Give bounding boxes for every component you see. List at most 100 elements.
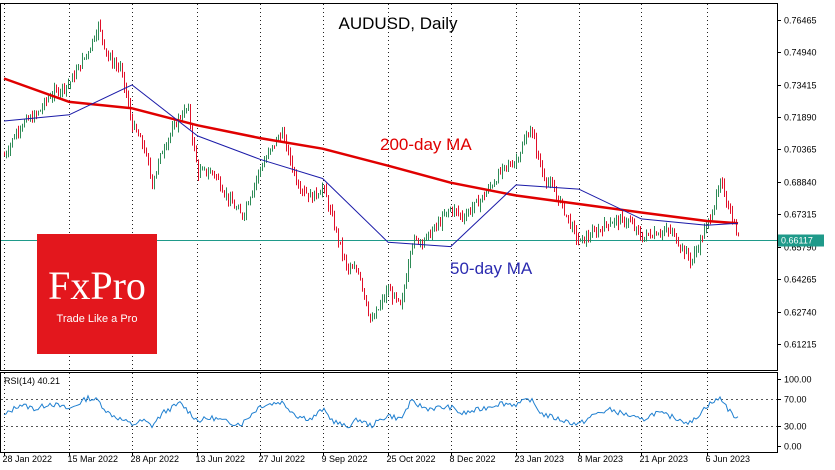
- candle-body: [514, 162, 515, 167]
- candle-body: [280, 137, 281, 139]
- candle-body: [206, 168, 207, 175]
- logo-tagline: Trade Like a Pro: [56, 313, 138, 325]
- candle-body: [330, 208, 331, 210]
- candle-body: [702, 238, 703, 240]
- candle-body: [494, 183, 495, 187]
- candle-body: [242, 213, 243, 218]
- y-tick-label: 0.71890: [784, 113, 817, 123]
- candle-body: [428, 232, 429, 236]
- candle-body: [70, 82, 71, 85]
- rsi-title: RSI(14) 40.21: [4, 376, 60, 386]
- rsi-y-tick-label: 30.00: [784, 422, 807, 432]
- candle-body: [594, 230, 595, 232]
- candle-body: [234, 203, 235, 209]
- candle-body: [400, 300, 401, 305]
- candle-body: [318, 194, 319, 196]
- logo-brand: FxPro: [48, 263, 146, 308]
- x-tick-label: 8 Dec 2022: [450, 454, 496, 464]
- candle-body: [352, 267, 353, 269]
- candle-body: [714, 205, 715, 214]
- candle-body: [420, 240, 421, 244]
- candle-body: [302, 190, 303, 192]
- candle-body: [166, 145, 167, 149]
- x-tick-label: 6 Jun 2023: [706, 454, 751, 464]
- candle-body: [138, 131, 139, 137]
- candle-body: [654, 232, 655, 238]
- candle-body: [86, 54, 87, 58]
- candle-body: [586, 235, 587, 243]
- candle-body: [628, 219, 629, 224]
- candle-body: [300, 187, 301, 191]
- candle-body: [130, 103, 131, 116]
- candle-body: [162, 153, 163, 155]
- y-tick-label: 0.67315: [784, 210, 817, 220]
- candle-body: [148, 154, 149, 164]
- candle-body: [658, 234, 659, 236]
- candle-body: [716, 193, 717, 206]
- candle-body: [528, 136, 529, 138]
- candle-body: [178, 117, 179, 127]
- candle-body: [74, 74, 75, 78]
- candle-body: [646, 233, 647, 237]
- candle-body: [690, 257, 691, 263]
- candle-body: [396, 293, 397, 299]
- candle-body: [336, 228, 337, 231]
- candle-body: [468, 210, 469, 214]
- candle-body: [738, 233, 739, 235]
- candle-body: [554, 186, 555, 192]
- candle-body: [372, 318, 373, 320]
- candle-body: [220, 179, 221, 189]
- candle-body: [84, 57, 85, 59]
- candle-body: [544, 173, 545, 179]
- candle-body: [266, 157, 267, 162]
- candle-body: [14, 138, 15, 140]
- candle-body: [342, 242, 343, 255]
- candle-body: [224, 192, 225, 195]
- candle-body: [344, 254, 345, 259]
- ma50-line: [3, 84, 739, 248]
- candle-body: [724, 182, 725, 196]
- rsi-line: [3, 394, 739, 429]
- candle-body: [350, 267, 351, 270]
- candle-body: [386, 291, 387, 299]
- candle-body: [508, 164, 509, 167]
- candle-body: [512, 165, 513, 167]
- x-tick-label: 13 Jun 2022: [196, 454, 246, 464]
- candle-body: [278, 137, 279, 139]
- candle-body: [546, 178, 547, 184]
- candle-body: [636, 227, 637, 230]
- candle-body: [574, 223, 575, 229]
- candle-body: [592, 230, 593, 238]
- candle-body: [414, 238, 415, 246]
- candle-body: [168, 139, 169, 146]
- candle-body: [304, 190, 305, 193]
- y-tick-label: 0.70365: [784, 145, 817, 155]
- candle-body: [94, 38, 95, 40]
- candle-body: [590, 237, 591, 239]
- candle-body: [470, 210, 471, 213]
- candle-body: [258, 171, 259, 179]
- candle-body: [356, 267, 357, 271]
- candle-body: [326, 187, 327, 198]
- candle-body: [40, 110, 41, 112]
- candle-body: [484, 195, 485, 197]
- candle-body: [448, 210, 449, 212]
- candle-body: [348, 265, 349, 270]
- candle-body: [516, 159, 517, 163]
- candle-body: [284, 131, 285, 137]
- candle-body: [188, 107, 189, 109]
- candle-body: [292, 160, 293, 170]
- candle-body: [522, 144, 523, 153]
- candle-body: [650, 234, 651, 237]
- candle-body: [240, 208, 241, 214]
- candle-body: [288, 149, 289, 151]
- candle-body: [704, 229, 705, 239]
- candle-body: [282, 131, 283, 139]
- candle-body: [354, 267, 355, 269]
- candle-body: [174, 122, 175, 128]
- x-tick-label: 21 Apr 2023: [640, 454, 689, 464]
- candle-body: [276, 138, 277, 147]
- candle-body: [116, 63, 117, 66]
- candle-body: [238, 208, 239, 210]
- candle-body: [78, 65, 79, 71]
